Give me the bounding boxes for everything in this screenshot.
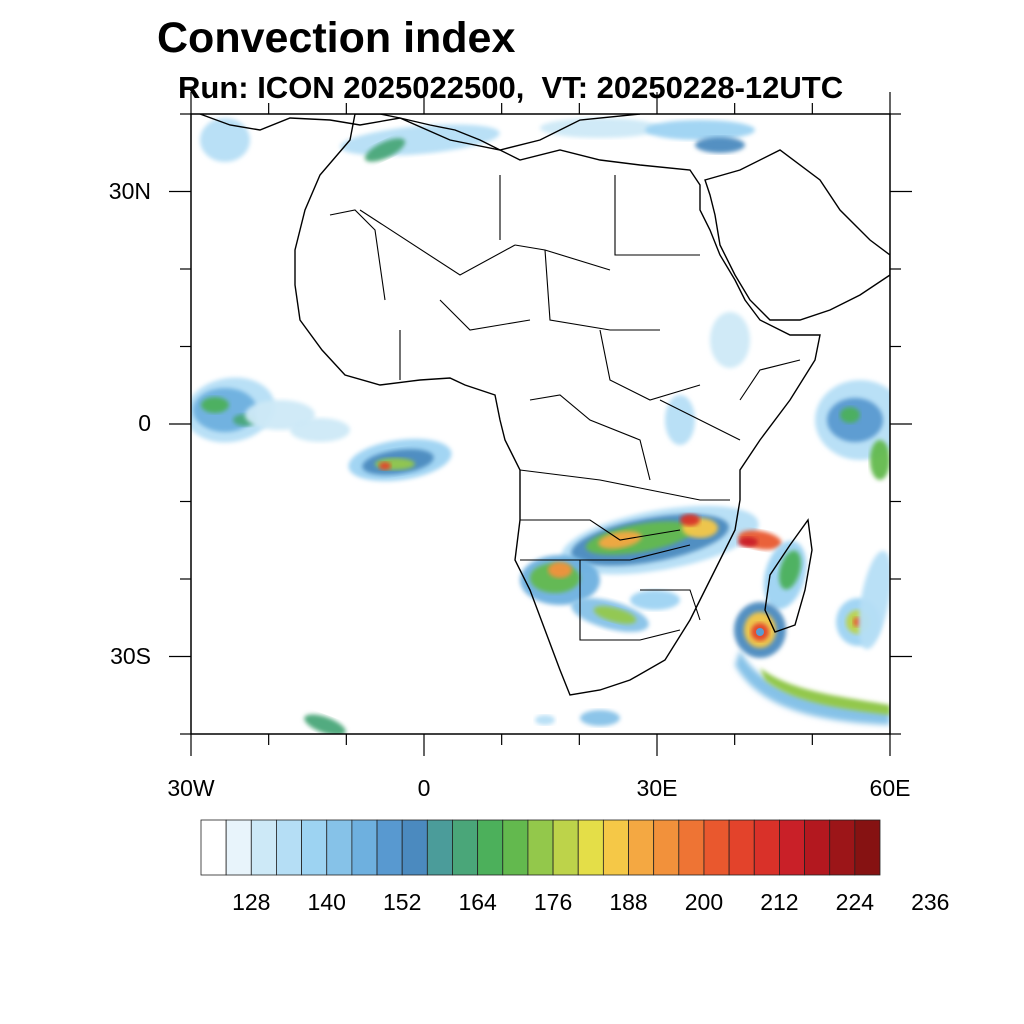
colorbar-tick-label: 212 — [760, 889, 799, 915]
europe-coastline — [199, 114, 641, 151]
convection-cell — [535, 715, 555, 725]
lat-label: 30S — [110, 642, 151, 669]
convection-cell — [580, 710, 620, 726]
convection-cell — [645, 120, 755, 140]
colorbar-swatch — [326, 819, 353, 876]
colorbar-tick-label: 188 — [609, 889, 648, 915]
country-border — [659, 399, 741, 441]
madagascar-coastline — [764, 518, 813, 633]
country-border — [614, 175, 700, 256]
colorbar-swatch — [376, 819, 403, 876]
convection-cell — [201, 397, 229, 413]
country-border — [520, 544, 691, 561]
colorbar-tick-label: 152 — [382, 889, 422, 915]
colorbar-tick-label: 236 — [911, 889, 950, 915]
colorbar-swatch — [401, 819, 428, 876]
convection-cell — [304, 714, 346, 734]
colorbar-swatch — [502, 819, 529, 876]
coastlines-and-borders — [199, 114, 890, 696]
colorbar-swatch — [452, 819, 479, 876]
lon-label: 60E — [869, 775, 911, 801]
country-border — [329, 209, 386, 301]
convection-cell — [200, 118, 250, 162]
country-border — [520, 519, 681, 541]
colorbar-swatch — [276, 819, 302, 876]
colorbar-swatch — [301, 819, 328, 876]
convection-cell — [379, 462, 391, 470]
chart-subtitle: Run: ICON 2025022500, VT: 20250228-12UTC — [178, 70, 844, 105]
convection-cell — [364, 138, 406, 162]
arabia-coastline — [704, 149, 890, 321]
lat-label: 0 — [138, 410, 151, 436]
map-ticks — [169, 92, 912, 756]
colorbar-tick-label: 224 — [835, 889, 875, 915]
convection-cell — [870, 440, 890, 480]
country-border — [599, 329, 701, 401]
colorbar-swatch — [351, 819, 378, 876]
colorbar-tick-label: 140 — [307, 889, 346, 915]
colorbar-tick-label: 128 — [232, 889, 271, 915]
convection-cell — [630, 590, 680, 610]
map-plot-area — [191, 114, 890, 734]
colorbar-swatch — [753, 819, 780, 876]
colorbar-swatch — [728, 819, 755, 876]
chart-title: Convection index — [157, 14, 516, 62]
colorbar-swatch — [628, 819, 655, 876]
convection-cell — [665, 395, 695, 445]
convection-band — [760, 668, 890, 715]
lat-label: 30N — [108, 177, 151, 204]
colorbar-tick-label: 200 — [684, 889, 724, 915]
colorbar-swatch — [200, 819, 227, 876]
colorbar — [200, 819, 881, 876]
colorbar-swatch — [779, 819, 805, 876]
convection-cell — [779, 550, 801, 590]
country-border — [529, 394, 651, 481]
colorbar-swatch — [552, 819, 579, 876]
lon-label: 30W — [167, 775, 215, 801]
colorbar-swatch — [703, 819, 730, 876]
cyclone-eye — [756, 628, 764, 636]
colorbar-swatch — [225, 819, 252, 876]
convection-cell — [858, 550, 890, 650]
country-border — [519, 469, 730, 501]
colorbar-swatch — [527, 819, 554, 876]
colorbar-swatch — [829, 819, 856, 876]
convection-field — [191, 118, 890, 734]
country-border — [739, 359, 801, 401]
convection-cell — [695, 137, 745, 153]
colorbar-swatch — [577, 819, 604, 876]
colorbar-swatch — [477, 819, 504, 876]
convection-cell — [738, 537, 758, 547]
convection-cell — [548, 562, 572, 578]
convection-cell — [710, 312, 750, 368]
colorbar-tick-label: 164 — [458, 889, 497, 915]
convection-cell — [593, 606, 637, 624]
africa-coastline — [294, 114, 821, 696]
convection-cell — [840, 407, 860, 423]
colorbar-swatch — [426, 819, 453, 876]
convection-cell — [680, 514, 700, 526]
colorbar-tick-label: 176 — [533, 889, 573, 915]
country-border — [439, 299, 531, 331]
country-border — [579, 560, 681, 641]
convection-cell — [540, 118, 660, 138]
colorbar-swatch — [250, 819, 277, 876]
country-border — [544, 249, 660, 331]
lon-label: 30E — [636, 775, 678, 801]
colorbar-swatch — [804, 819, 831, 876]
colorbar-swatch — [653, 819, 680, 876]
country-border — [359, 209, 516, 276]
lon-label: 0 — [417, 775, 431, 801]
colorbar-swatch — [678, 819, 705, 876]
convection-cell — [290, 418, 350, 442]
colorbar-swatch — [854, 819, 881, 876]
country-border — [640, 589, 701, 621]
colorbar-swatch — [602, 819, 629, 876]
